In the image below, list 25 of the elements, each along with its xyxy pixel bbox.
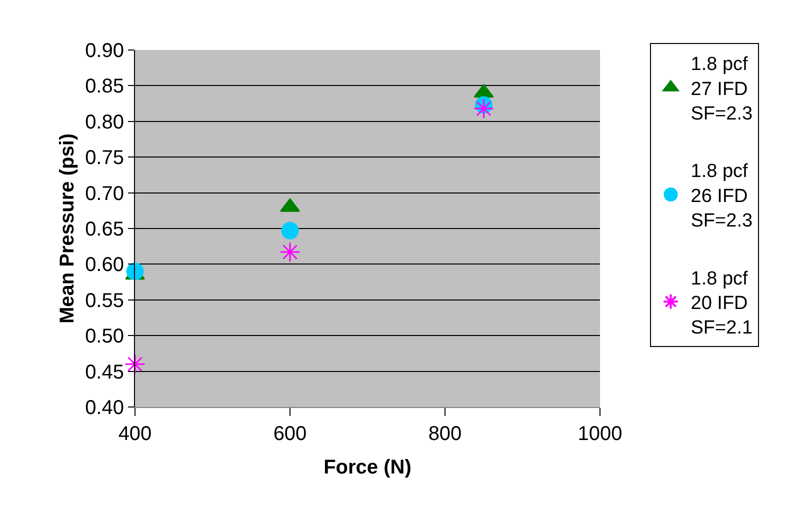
y-tick-label: 0.50 xyxy=(85,326,124,348)
y-tick-label: 0.60 xyxy=(85,254,124,276)
point xyxy=(473,98,494,119)
y-tick-label: 0.45 xyxy=(85,361,124,384)
point xyxy=(124,354,146,375)
legend-label: 1.8 pcf 26 IFD SF=2.3 xyxy=(690,161,753,232)
y-tick-label: 0.85 xyxy=(85,76,124,98)
point xyxy=(281,222,299,240)
y-axis-title: Mean Pressure (psi) xyxy=(56,133,79,324)
y-tick-label: 0.40 xyxy=(85,397,124,419)
legend-label: 1.8 pcf 20 IFD SF=2.1 xyxy=(690,268,753,339)
y-tick-label: 0.90 xyxy=(85,40,124,62)
x-tick-label: 800 xyxy=(428,423,462,445)
x-tick-label: 400 xyxy=(118,423,152,445)
legend-label: 1.8 pcf 27 IFD SF=2.3 xyxy=(690,54,753,125)
y-tick-label: 0.80 xyxy=(85,111,124,134)
x-tick-label: 600 xyxy=(273,423,307,445)
point xyxy=(126,262,144,280)
y-tick-label: 0.65 xyxy=(85,218,124,240)
y-tick-label: 0.55 xyxy=(85,290,124,312)
x-tick-label: 1000 xyxy=(578,423,622,445)
y-tick-label: 0.75 xyxy=(85,147,124,170)
x-axis-title: Force (N) xyxy=(324,456,412,478)
y-tick-label: 0.70 xyxy=(85,182,124,205)
point xyxy=(280,242,300,262)
